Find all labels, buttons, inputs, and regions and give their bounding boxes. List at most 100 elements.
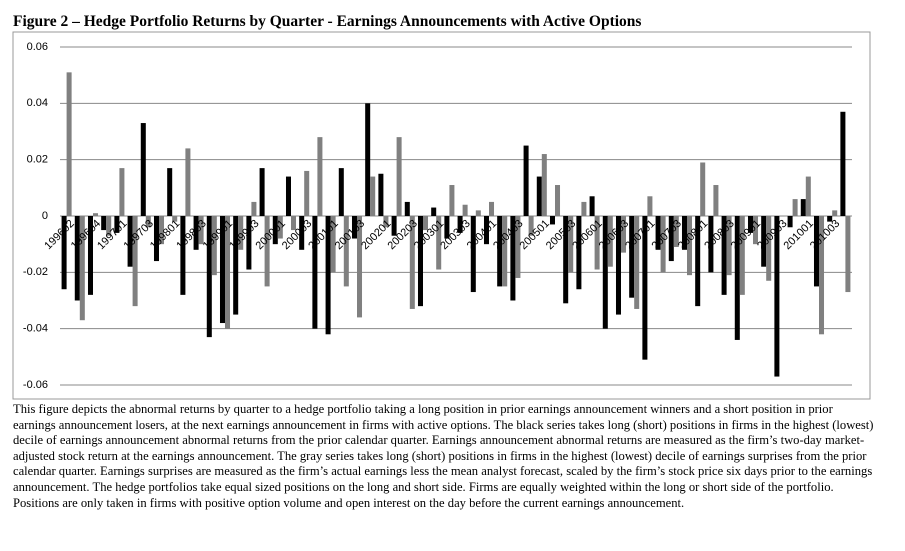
bar <box>246 216 252 270</box>
bar <box>536 176 542 216</box>
bar <box>497 216 503 287</box>
x-tick-label: 201003 <box>808 218 842 252</box>
bar <box>159 216 165 245</box>
bar <box>106 216 112 236</box>
bar <box>145 216 151 228</box>
bar <box>787 216 793 228</box>
y-tick-label: -0.04 <box>23 323 48 335</box>
bar <box>272 216 278 245</box>
bar <box>800 199 806 216</box>
bar <box>299 216 305 250</box>
bar <box>615 216 621 315</box>
bar <box>114 216 120 233</box>
bar <box>378 173 384 216</box>
bar <box>409 216 415 309</box>
bar <box>391 216 397 236</box>
bar <box>119 168 125 216</box>
bar <box>312 216 318 329</box>
bar <box>766 216 772 281</box>
bar <box>304 170 310 216</box>
bar <box>475 210 481 216</box>
bar <box>325 216 331 335</box>
bar <box>206 216 212 338</box>
bar <box>747 216 753 233</box>
bar <box>726 216 732 276</box>
bar <box>444 216 450 239</box>
bar <box>93 213 99 216</box>
bar <box>79 216 85 321</box>
bar <box>555 185 561 216</box>
bar <box>61 216 67 290</box>
bar <box>621 216 627 253</box>
bar <box>528 216 534 236</box>
bar <box>132 216 138 307</box>
chart-frame <box>12 31 871 400</box>
bar <box>581 201 587 216</box>
bar <box>813 216 819 287</box>
bar <box>734 216 740 340</box>
y-tick-label: -0.02 <box>23 266 48 278</box>
bar <box>462 204 468 216</box>
bar <box>805 176 811 216</box>
bar <box>365 103 371 216</box>
bar <box>180 216 186 295</box>
bar <box>634 216 640 309</box>
bar <box>607 216 613 267</box>
bar <box>840 111 846 216</box>
bar <box>277 216 283 239</box>
bar <box>285 176 291 216</box>
bar <box>423 216 429 231</box>
bar <box>238 216 244 250</box>
bar <box>523 145 529 216</box>
bar <box>589 196 595 216</box>
figure-title: Figure 2 – Hedge Portfolio Returns by Qu… <box>13 13 642 30</box>
bar <box>695 216 701 307</box>
bar <box>370 176 376 216</box>
bar <box>819 216 825 335</box>
bar <box>338 168 344 216</box>
bar <box>251 201 257 216</box>
bar <box>489 201 495 216</box>
bar <box>193 216 199 250</box>
bar <box>330 216 336 273</box>
bar <box>549 216 555 225</box>
bar <box>357 216 363 318</box>
bar <box>700 162 706 216</box>
bar <box>66 72 72 216</box>
bar <box>153 216 159 262</box>
bar <box>541 154 547 216</box>
bar <box>343 216 349 287</box>
bar <box>681 216 687 250</box>
bar <box>655 216 661 250</box>
bar <box>594 216 600 270</box>
y-tick-label: 0.06 <box>27 41 48 53</box>
bar <box>721 216 727 295</box>
bar <box>568 216 574 273</box>
bar <box>602 216 608 329</box>
bar <box>219 216 225 324</box>
bar <box>510 216 516 301</box>
bar <box>761 216 767 267</box>
bar <box>167 168 173 216</box>
bar <box>172 216 178 222</box>
bar <box>383 216 389 228</box>
bar <box>211 216 217 276</box>
bar <box>774 216 780 377</box>
bar <box>668 216 674 262</box>
bar <box>351 216 357 239</box>
bar <box>74 216 80 301</box>
bar <box>101 216 107 231</box>
bar <box>713 185 719 216</box>
bar <box>431 207 437 216</box>
bar <box>660 216 666 273</box>
bar <box>449 185 455 216</box>
bar <box>832 210 838 216</box>
bar <box>225 216 231 329</box>
bar <box>753 216 759 245</box>
bar <box>739 216 745 295</box>
bar <box>483 216 489 245</box>
y-tick-label: 0.02 <box>27 154 48 166</box>
bar <box>708 216 714 273</box>
bar <box>436 216 442 270</box>
bar <box>404 201 410 216</box>
